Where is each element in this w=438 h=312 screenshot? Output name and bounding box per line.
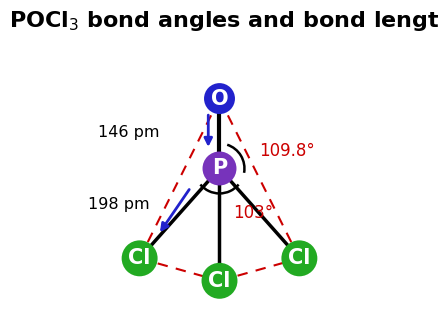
Text: Cl: Cl — [128, 248, 151, 268]
Circle shape — [281, 240, 317, 276]
Text: 198 pm: 198 pm — [88, 197, 149, 212]
Circle shape — [121, 240, 157, 276]
Text: 146 pm: 146 pm — [98, 125, 159, 140]
Text: O: O — [210, 89, 228, 109]
Text: POCl$_3$ bond angles and bond lengths: POCl$_3$ bond angles and bond lengths — [9, 9, 438, 33]
Text: Cl: Cl — [287, 248, 310, 268]
Text: 103°: 103° — [233, 204, 273, 222]
Text: Cl: Cl — [208, 271, 230, 291]
Text: P: P — [212, 158, 226, 178]
Circle shape — [202, 152, 236, 185]
Circle shape — [204, 83, 234, 114]
Text: 109.8°: 109.8° — [259, 142, 314, 160]
Circle shape — [201, 263, 237, 299]
